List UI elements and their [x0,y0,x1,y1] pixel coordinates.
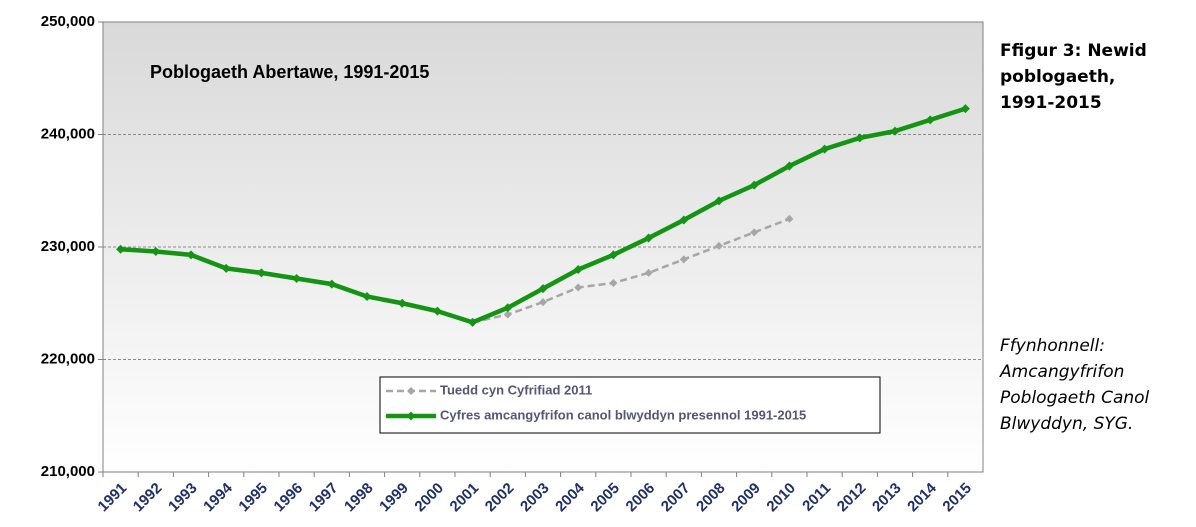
marker [397,298,407,308]
marker [608,250,618,260]
y-tick-label: 210,000 [41,463,95,480]
marker [573,265,583,274]
x-tick-label: 1997 [306,480,342,516]
x-tick-label: 2015 [939,480,975,516]
x-tick-label: 2011 [799,480,834,515]
legend-label: Cyfres amcangyfrifon canol blwyddyn pres… [440,407,806,422]
marker [714,196,724,206]
marker [256,268,266,278]
legend [379,376,881,434]
x-tick-label: 2003 [517,480,553,516]
marker [503,303,513,313]
x-tick-label: 2010 [763,480,799,516]
marker [715,241,723,250]
caption: Ffigur 3: Newid poblogaeth, 1991-2015 [1000,41,1147,113]
marker [432,306,442,316]
marker [750,228,759,237]
marker [609,279,618,287]
marker [820,144,830,154]
y-tick-label: 240,000 [41,125,95,142]
x-tick-label: 2014 [904,479,940,515]
y-tick-label: 250,000 [41,13,95,30]
x-tick-label: 1998 [341,480,377,516]
x-tick-label: 2000 [411,480,447,516]
marker [644,268,653,277]
x-tick-label: 2013 [869,480,905,516]
marker [574,283,583,292]
marker [221,263,231,273]
x-tick-label: 1994 [200,479,236,515]
x-tick-label: 1993 [165,480,201,516]
marker [468,317,478,327]
y-tick-label: 220,000 [41,350,95,367]
x-tick-label: 1999 [376,480,412,516]
marker [644,233,654,243]
marker [890,126,900,136]
marker [503,310,512,319]
x-tick-label: 1991 [95,480,131,516]
x-tick-label: 2007 [658,480,694,516]
marker [855,133,865,143]
x-tick-label: 2012 [834,480,870,516]
marker [749,180,759,190]
marker [925,115,935,125]
x-tick-label: 2001 [447,480,483,516]
marker [539,298,547,307]
x-tick-label: 1992 [130,480,166,516]
x-tick-label: 2008 [693,480,729,516]
x-tick-label: 2002 [482,480,518,516]
chart-title: Poblogaeth Abertawe, 1991-2015 [150,62,429,82]
marker [679,255,688,264]
legend-marker [406,411,416,421]
marker [327,279,337,289]
series-line [472,217,790,324]
marker [784,161,794,171]
marker [679,215,689,225]
x-tick-label: 2005 [587,480,623,516]
marker [292,274,302,283]
x-tick-label: 2009 [728,480,764,516]
legend-marker [407,387,415,395]
marker [785,214,794,223]
marker [186,250,196,260]
y-tick-label: 230,000 [41,238,95,255]
x-tick-label: 1995 [235,480,271,516]
x-tick-label: 2006 [623,480,659,516]
marker [362,292,372,301]
legend-label: Tuedd cyn Cyfrifiad 2011 [440,382,592,397]
source: Ffynhonnell: Amcangyfrifon Poblogaeth Ca… [1000,336,1150,434]
marker [151,247,161,256]
marker [538,284,548,294]
x-tick-label: 2004 [552,479,588,515]
marker [116,244,126,254]
marker [960,104,970,114]
x-tick-label: 1996 [271,480,307,516]
